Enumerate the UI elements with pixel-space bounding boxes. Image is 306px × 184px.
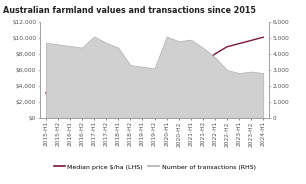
Text: Australian farmland values and transactions since 2015: Australian farmland values and transacti…	[3, 6, 256, 15]
Legend: Median price $/ha (LHS), Number of transactions (RHS): Median price $/ha (LHS), Number of trans…	[51, 162, 258, 172]
